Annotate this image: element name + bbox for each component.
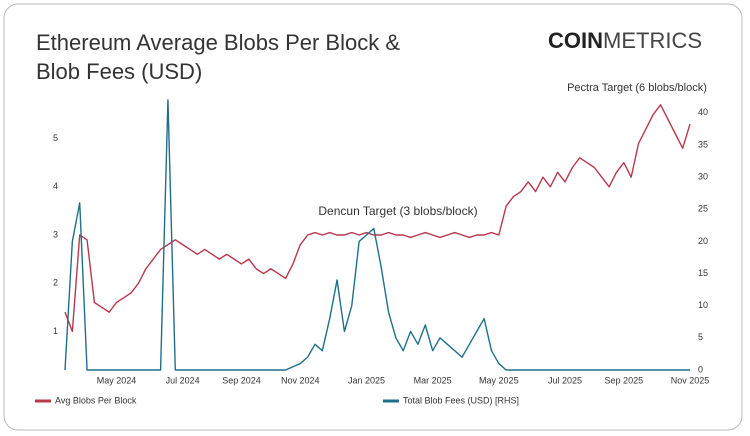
x-tick-label: May 2024 [97, 375, 137, 385]
card [3, 3, 743, 431]
y-tick-label: 4 [53, 181, 58, 191]
legend-label: Total Blob Fees (USD) [RHS] [403, 395, 519, 405]
x-tick-label: Jan 2025 [348, 375, 385, 385]
y-tick-label: 5 [53, 133, 58, 143]
y2-tick-label: 35 [698, 139, 708, 149]
x-tick-label: Nov 2024 [281, 375, 320, 385]
brand-logo: COINMETRICS [548, 28, 702, 53]
y-tick-label: 2 [53, 278, 58, 288]
annotation: Pectra Target (6 blobs/block) [567, 82, 707, 94]
legend-label: Avg Blobs Per Block [55, 395, 137, 405]
y2-tick-label: 15 [698, 268, 708, 278]
y2-tick-label: 0 [698, 364, 703, 374]
chart-title: Blob Fees (USD) [36, 59, 202, 84]
series-line [64, 99, 690, 371]
x-tick-label: May 2025 [479, 375, 519, 385]
brand-bold: COIN [548, 28, 603, 53]
chart-title: Ethereum Average Blobs Per Block & [36, 30, 400, 55]
x-tick-label: Sep 2024 [222, 375, 261, 385]
y2-tick-label: 10 [698, 300, 708, 310]
y2-tick-label: 5 [698, 332, 703, 342]
y2-tick-label: 25 [698, 204, 708, 214]
annotation: Dencun Target (3 blobs/block) [318, 204, 477, 218]
y2-tick-label: 40 [698, 107, 708, 117]
x-tick-label: Mar 2025 [414, 375, 452, 385]
x-tick-label: Jul 2025 [548, 375, 582, 385]
x-tick-label: Sep 2025 [605, 375, 644, 385]
y-tick-label: 1 [53, 326, 58, 336]
y2-tick-label: 20 [698, 236, 708, 246]
x-tick-label: Jul 2024 [166, 375, 200, 385]
series-line [64, 104, 691, 333]
brand-light: METRICS [603, 28, 702, 53]
x-tick-label: Nov 2025 [671, 375, 710, 385]
y2-tick-label: 30 [698, 172, 708, 182]
y-tick-label: 3 [53, 229, 58, 239]
